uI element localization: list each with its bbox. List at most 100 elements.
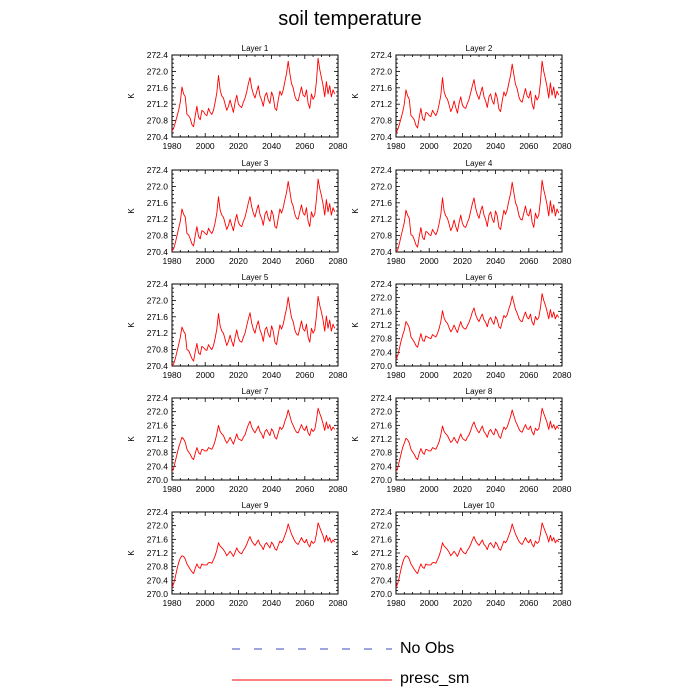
panel-frame — [171, 54, 339, 138]
x-tick-label: 1980 — [163, 370, 182, 380]
series-line — [395, 522, 560, 588]
panel-frame — [395, 283, 563, 367]
y-axis-label: K — [127, 93, 136, 99]
panel-title: Layer 7 — [242, 387, 269, 396]
y-tick-label: 270.4 — [147, 361, 169, 371]
x-tick-label: 2060 — [295, 484, 314, 494]
panel-title: Layer 4 — [466, 159, 493, 168]
y-tick-label: 270.8 — [147, 116, 169, 126]
y-tick-label: 271.2 — [371, 214, 393, 224]
y-tick-label: 271.6 — [371, 83, 393, 93]
panel-10: Layer 10 1980 2000 2020 2040 2060 2080 270.0 270… — [351, 501, 572, 608]
chart-title: soil temperature — [278, 8, 422, 30]
y-tick-label: 272.0 — [147, 181, 169, 191]
x-tick-label: 2040 — [486, 370, 505, 380]
y-tick-label: 271.6 — [371, 198, 393, 208]
x-tick-label: 1980 — [163, 256, 182, 266]
x-tick-label: 1980 — [163, 598, 182, 608]
panel-frame — [171, 511, 339, 595]
x-tick-label: 2020 — [229, 484, 248, 494]
x-tick-label: 2040 — [262, 256, 281, 266]
x-tick-label: 2060 — [295, 598, 314, 608]
series-line — [395, 293, 560, 360]
y-tick-label: 271.2 — [147, 214, 169, 224]
y-tick-label: 271.6 — [147, 534, 169, 544]
y-tick-label: 270.0 — [371, 361, 393, 371]
x-tick-label: 2000 — [196, 141, 215, 151]
x-tick-label: 2080 — [329, 598, 348, 608]
series-line — [171, 178, 336, 252]
y-tick-label: 272.0 — [147, 521, 169, 531]
series-line — [395, 60, 560, 134]
x-tick-label: 2080 — [553, 484, 572, 494]
series-line — [171, 295, 336, 367]
panel-title: Layer 9 — [242, 501, 269, 510]
y-tick-label: 271.6 — [371, 534, 393, 544]
panel-frame — [395, 169, 563, 253]
y-tick-label: 272.4 — [371, 165, 393, 175]
y-tick-label: 272.0 — [371, 521, 393, 531]
x-tick-label: 2020 — [453, 370, 472, 380]
y-tick-label: 271.2 — [371, 548, 393, 558]
y-tick-label: 272.4 — [147, 279, 169, 289]
series-line — [171, 522, 336, 588]
y-axis-label: K — [351, 208, 360, 214]
x-tick-label: 2060 — [295, 141, 314, 151]
panel-4: Layer 4 1980 2000 2020 2040 2060 2080 270.4 270.… — [351, 159, 572, 266]
panel-6: Layer 6 1980 2000 2020 2040 2060 2080 270.0 270.… — [351, 273, 572, 380]
series-line — [171, 57, 336, 132]
y-tick-label: 270.0 — [371, 475, 393, 485]
y-tick-label: 270.8 — [147, 345, 169, 355]
y-tick-label: 270.8 — [371, 231, 393, 241]
panel-frame — [171, 169, 339, 253]
panel-7: Layer 7 1980 2000 2020 2040 2060 2080 270.0 270.… — [127, 387, 348, 494]
legend-presc-sm-label: presc_sm — [400, 670, 470, 687]
y-tick-label: 270.8 — [371, 334, 393, 344]
y-tick-label: 270.0 — [371, 589, 393, 599]
y-tick-label: 272.4 — [371, 279, 393, 289]
x-tick-label: 2020 — [229, 141, 248, 151]
y-axis-label: K — [351, 436, 360, 442]
x-tick-label: 2000 — [420, 484, 439, 494]
y-tick-label: 272.4 — [147, 507, 169, 517]
y-tick-label: 272.4 — [147, 393, 169, 403]
y-tick-label: 270.4 — [371, 247, 393, 257]
series-line — [395, 179, 560, 253]
y-tick-label: 272.0 — [147, 295, 169, 305]
y-tick-label: 270.4 — [147, 132, 169, 142]
x-tick-label: 2060 — [519, 370, 538, 380]
x-tick-label: 1980 — [163, 141, 182, 151]
y-tick-label: 270.0 — [147, 589, 169, 599]
y-tick-label: 272.0 — [371, 181, 393, 191]
x-tick-label: 2080 — [553, 598, 572, 608]
x-tick-label: 1980 — [387, 256, 406, 266]
y-axis-label: K — [127, 322, 136, 328]
x-tick-label: 2000 — [196, 256, 215, 266]
x-tick-label: 2000 — [196, 370, 215, 380]
y-tick-label: 271.6 — [147, 420, 169, 430]
y-tick-label: 271.2 — [147, 434, 169, 444]
x-tick-label: 2080 — [553, 256, 572, 266]
y-tick-label: 270.4 — [147, 461, 169, 471]
x-tick-label: 2000 — [196, 484, 215, 494]
x-tick-label: 1980 — [387, 370, 406, 380]
y-tick-label: 270.8 — [147, 231, 169, 241]
y-tick-label: 270.4 — [371, 575, 393, 585]
y-tick-label: 271.6 — [371, 306, 393, 316]
y-tick-label: 271.2 — [371, 434, 393, 444]
panel-9: Layer 9 1980 2000 2020 2040 2060 2080 270.0 270.… — [127, 501, 348, 608]
x-tick-label: 2060 — [295, 370, 314, 380]
x-tick-label: 2020 — [229, 598, 248, 608]
x-tick-label: 1980 — [387, 598, 406, 608]
x-tick-label: 1980 — [163, 484, 182, 494]
x-tick-label: 2040 — [262, 370, 281, 380]
x-tick-label: 2020 — [229, 256, 248, 266]
y-tick-label: 270.4 — [371, 461, 393, 471]
panel-3: Layer 3 1980 2000 2020 2040 2060 2080 270.4 270.… — [127, 159, 348, 266]
x-tick-label: 2040 — [486, 598, 505, 608]
panel-title: Layer 1 — [242, 44, 269, 53]
x-tick-label: 2080 — [329, 370, 348, 380]
x-tick-label: 2040 — [262, 141, 281, 151]
panel-title: Layer 10 — [463, 501, 495, 510]
